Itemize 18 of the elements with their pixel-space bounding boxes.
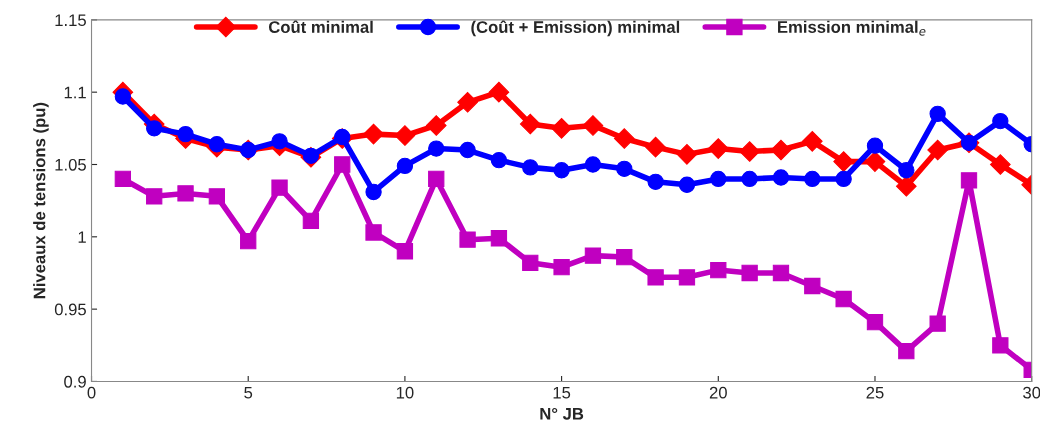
x-tick-label: 5 [244, 386, 253, 399]
y-tick-label: 1 [78, 231, 86, 243]
y-tick-label: 0.9 [64, 375, 86, 388]
y-tick-label: 1.1 [64, 86, 86, 99]
x-tick-label: 10 [396, 386, 414, 399]
y-tick-label: 1.15 [55, 14, 86, 27]
x-tick-label: 30 [1023, 386, 1040, 399]
x-tick-label: 25 [866, 386, 884, 399]
x-tick-label: 20 [709, 386, 727, 399]
legend-label: (Coût + Emission) minimal [471, 20, 680, 37]
x-axis-title: N° JB [540, 407, 584, 420]
y-axis-title: Niveaux de tensions (pu) [33, 102, 49, 299]
legend-label: Emission minimal$_{e}$ [778, 20, 926, 36]
y-tick-label: 0.95 [54, 303, 86, 316]
legend-label: Coût minimal [268, 20, 373, 33]
y-tick-label: 1.05 [55, 158, 86, 171]
x-tick-label: 0 [87, 386, 96, 399]
x-tick-label: 15 [553, 386, 571, 399]
